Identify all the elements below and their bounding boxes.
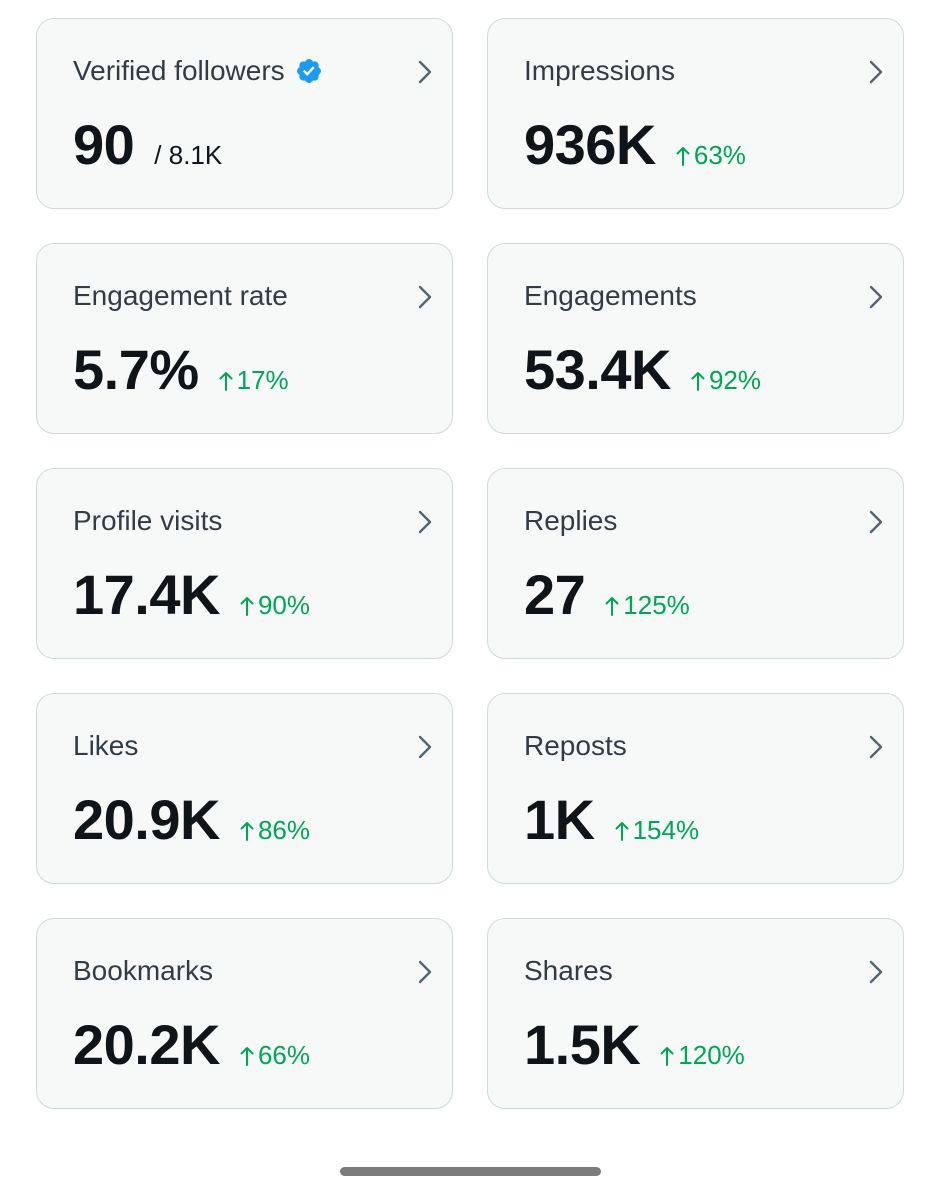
card-title-label: Engagements [524, 280, 697, 311]
arrow-up-icon [615, 821, 629, 841]
home-indicator[interactable] [340, 1167, 601, 1176]
metric-value-row: 20.9K 86% [73, 792, 310, 848]
chevron-right-icon[interactable] [867, 959, 885, 985]
arrow-up-icon [660, 1046, 674, 1066]
card-title-label: Impressions [524, 55, 675, 86]
profile-visits-card[interactable]: Profile visits 17.4K 90% [36, 468, 453, 659]
metric-value: 20.9K [73, 788, 220, 851]
metric-change: 120% [660, 1040, 745, 1071]
reposts-card[interactable]: Reposts 1K 154% [487, 693, 904, 884]
metric-value: 20.2K [73, 1013, 220, 1076]
metric-change: 125% [605, 590, 690, 621]
metric-change: 154% [615, 815, 700, 846]
metric-value-row: 17.4K 90% [73, 567, 310, 623]
impressions-card[interactable]: Impressions 936K 63% [487, 18, 904, 209]
chevron-right-icon[interactable] [416, 509, 434, 535]
card-title: Impressions [524, 55, 675, 87]
card-title: Shares [524, 955, 613, 987]
metric-change-value: 90% [257, 590, 310, 620]
card-title: Engagement rate [73, 280, 288, 312]
metric-change: 17% [219, 365, 289, 396]
chevron-right-icon[interactable] [867, 59, 885, 85]
metric-value: 1K [524, 788, 595, 851]
metric-value-row: 53.4K 92% [524, 342, 761, 398]
card-title-label: Bookmarks [73, 955, 214, 986]
bookmarks-card[interactable]: Bookmarks 20.2K 66% [36, 918, 453, 1109]
metric-change-value: 125% [623, 590, 690, 620]
metric-change: 92% [691, 365, 761, 396]
arrow-up-icon [605, 596, 619, 616]
card-title-label: Replies [524, 505, 618, 536]
arrow-up-icon [240, 1046, 254, 1066]
card-title: Likes [73, 730, 138, 762]
metric-change: 90% [240, 590, 310, 621]
card-title: Engagements [524, 280, 697, 312]
metric-total: / 8.1K [154, 140, 223, 170]
card-title-label: Likes [73, 730, 139, 761]
metric-value-row: 27 125% [524, 567, 690, 623]
chevron-right-icon[interactable] [867, 734, 885, 760]
metric-change-value: 63% [693, 140, 746, 170]
arrow-up-icon [240, 596, 254, 616]
chevron-right-icon[interactable] [416, 59, 434, 85]
card-title: Bookmarks [73, 955, 213, 987]
replies-card[interactable]: Replies 27 125% [487, 468, 904, 659]
metric-value: 27 [524, 563, 586, 626]
metric-value-row: 1.5K 120% [524, 1017, 745, 1073]
metric-change-value: 92% [708, 365, 761, 395]
metric-change-value: 154% [632, 815, 700, 845]
metric-value-row: 90 / 8.1K [73, 117, 222, 173]
metric-value-row: 20.2K 66% [73, 1017, 310, 1073]
card-title-label: Verified followers [73, 55, 285, 86]
card-title: Replies [524, 505, 617, 537]
metrics-grid: Verified followers 90 / 8.1K Impressions… [36, 18, 904, 1109]
metric-value: 5.7% [73, 338, 199, 401]
arrow-up-icon [240, 821, 254, 841]
chevron-right-icon[interactable] [416, 959, 434, 985]
engagement-rate-card[interactable]: Engagement rate 5.7% 17% [36, 243, 453, 434]
metric-value: 17.4K [73, 563, 220, 626]
card-title-label: Reposts [524, 730, 627, 761]
shares-card[interactable]: Shares 1.5K 120% [487, 918, 904, 1109]
metric-value: 1.5K [524, 1013, 641, 1076]
metric-change-value: 17% [236, 365, 289, 395]
metric-value: 90 [73, 113, 135, 176]
arrow-up-icon [676, 146, 690, 166]
verified-followers-card[interactable]: Verified followers 90 / 8.1K [36, 18, 453, 209]
metric-change: 63% [676, 140, 746, 171]
metric-change-value: 120% [678, 1040, 745, 1070]
metric-change-value: 86% [257, 815, 310, 845]
card-title-label: Profile visits [73, 505, 223, 536]
card-title-label: Engagement rate [73, 280, 288, 311]
metric-value-row: 5.7% 17% [73, 342, 289, 398]
card-title: Profile visits [73, 505, 222, 537]
chevron-right-icon[interactable] [416, 734, 434, 760]
arrow-up-icon [219, 371, 233, 391]
card-title: Verified followers [73, 55, 323, 87]
chevron-right-icon[interactable] [867, 509, 885, 535]
metric-change: 86% [240, 815, 310, 846]
engagements-card[interactable]: Engagements 53.4K 92% [487, 243, 904, 434]
metric-change: 66% [240, 1040, 310, 1071]
arrow-up-icon [691, 371, 705, 391]
metric-change-value: 66% [257, 1040, 310, 1070]
verified-badge-icon [295, 57, 323, 85]
metric-value-row: 936K 63% [524, 117, 746, 173]
metric-value: 53.4K [524, 338, 671, 401]
metric-value: 936K [524, 113, 656, 176]
likes-card[interactable]: Likes 20.9K 86% [36, 693, 453, 884]
card-title-label: Shares [524, 955, 613, 986]
card-title: Reposts [524, 730, 627, 762]
chevron-right-icon[interactable] [416, 284, 434, 310]
chevron-right-icon[interactable] [867, 284, 885, 310]
metric-value-row: 1K 154% [524, 792, 699, 848]
